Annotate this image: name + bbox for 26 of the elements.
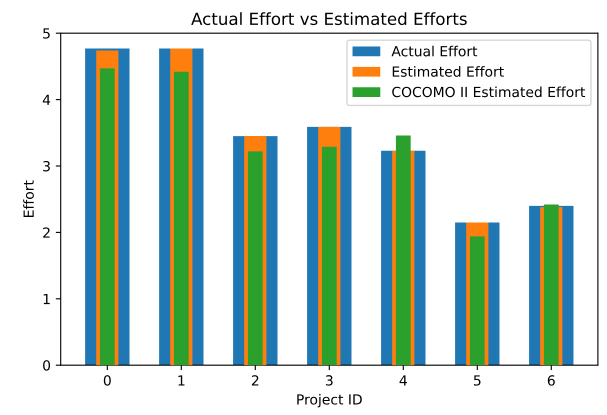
bar	[396, 135, 411, 366]
x-tick-label: 4	[400, 375, 407, 386]
legend-label: COCOMO II Estimated Effort	[392, 86, 586, 98]
y-axis-title: Effort	[23, 180, 34, 217]
bar	[174, 72, 189, 366]
x-axis-title: Project ID	[297, 394, 362, 408]
bar	[470, 236, 485, 366]
y-tick-label: 4	[42, 94, 50, 105]
legend-label: Estimated Effort	[392, 66, 504, 77]
y-tick-label: 1	[44, 294, 50, 304]
bar	[248, 151, 263, 366]
y-tick-label: 0	[43, 360, 50, 371]
y-tick-label: 2	[43, 227, 50, 238]
y-tick-label: 3	[43, 160, 50, 172]
bar	[322, 146, 337, 366]
x-tick-label: 0	[104, 375, 111, 386]
x-tick-label: 5	[474, 375, 480, 386]
x-tick-label: 6	[548, 375, 555, 386]
y-tick-label: 5	[43, 28, 50, 39]
bar	[544, 204, 559, 366]
x-tick-label: 2	[252, 375, 258, 386]
x-tick-label: 1	[178, 375, 184, 386]
chart-title: Actual Effort vs Estimated Efforts	[191, 12, 467, 26]
bar	[100, 68, 115, 366]
legend-label: Actual Effort	[392, 46, 478, 56]
x-tick-label: 3	[326, 375, 333, 386]
